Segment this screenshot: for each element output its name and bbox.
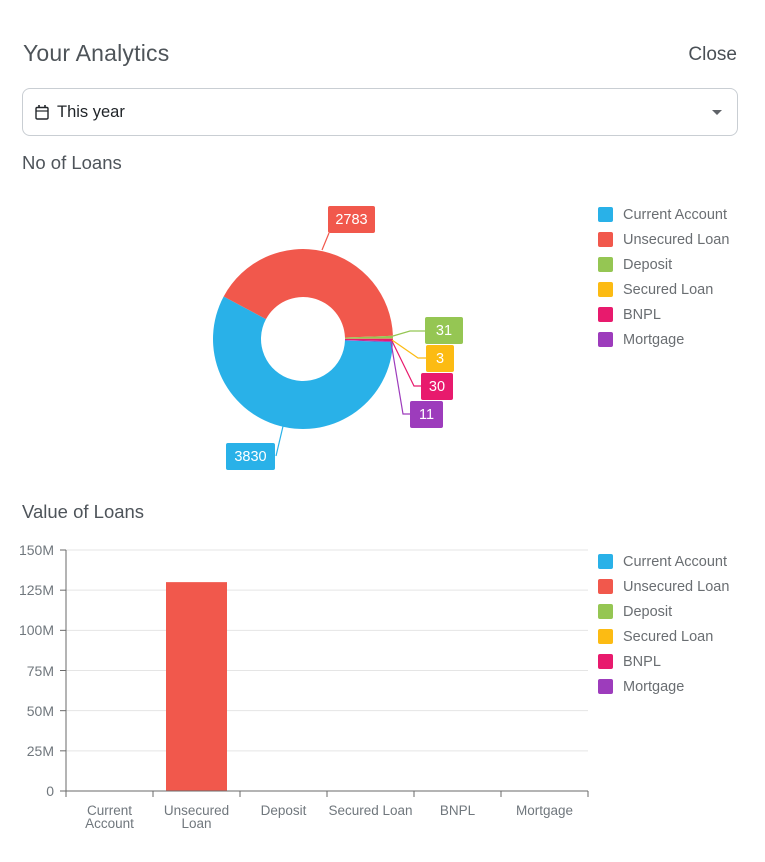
donut-data-label-deposit: 31 (425, 317, 463, 344)
donut-slice-mortgage[interactable] (344, 340, 393, 343)
legend-label: Secured Loan (623, 628, 714, 645)
legend-label: Unsecured Loan (623, 578, 730, 595)
legend-label: Current Account (623, 553, 727, 570)
legend-swatch-icon (598, 579, 613, 594)
x-axis-label-deposit: Deposit (260, 803, 307, 818)
page-title: Your Analytics (23, 40, 170, 66)
y-axis-label: 0 (46, 783, 54, 799)
donut-legend: Current Account Unsecured Loan Deposit Secu… (598, 207, 729, 357)
donut-slice-current-account[interactable] (213, 296, 393, 430)
bar-legend-item-current-account[interactable]: Current Account (598, 553, 729, 570)
bar-legend-item-mortgage[interactable]: Mortgage (598, 678, 729, 695)
donut-legend-item-current-account[interactable]: Current Account (598, 206, 729, 223)
legend-swatch-icon (598, 332, 613, 347)
legend-swatch-icon (598, 307, 613, 322)
donut-legend-item-unsecured-loan[interactable]: Unsecured Loan (598, 231, 730, 248)
donut-chart (213, 232, 426, 457)
bar-unsecured-loan[interactable] (166, 582, 227, 791)
y-axis-label: 125M (18, 582, 54, 599)
donut-legend-item-mortgage[interactable]: Mortgage (598, 331, 729, 348)
x-axis-label-current-account: Current Account (85, 803, 134, 831)
bar-legend-item-bnpl[interactable]: BNPL (598, 653, 729, 670)
legend-label: BNPL (623, 306, 661, 323)
date-range-value: This year (57, 102, 125, 121)
y-axis-label: 25M (26, 742, 54, 759)
bar-legend: Current Account Unsecured Loan Deposit Secu… (598, 554, 729, 704)
legend-swatch-icon (598, 257, 613, 272)
legend-swatch-icon (598, 232, 613, 247)
donut-label-connector (275, 421, 285, 457)
legend-label: Secured Loan (623, 281, 714, 298)
y-axis-label: 100M (18, 622, 54, 639)
donut-slice-unsecured-loan[interactable] (223, 249, 393, 338)
legend-label: Unsecured Loan (623, 231, 730, 248)
legend-swatch-icon (598, 207, 613, 222)
section-title-value-of-loans: Value of Loans (22, 501, 145, 522)
legend-swatch-icon (598, 629, 613, 644)
donut-slice-bnpl[interactable] (344, 338, 394, 342)
donut-legend-item-bnpl[interactable]: BNPL (598, 306, 729, 323)
donut-legend-item-secured-loan[interactable]: Secured Loan (598, 281, 729, 298)
legend-swatch-icon (598, 654, 613, 669)
x-axis-label-bnpl: BNPL (439, 803, 476, 818)
bar-chart (60, 549, 589, 797)
legend-label: BNPL (623, 653, 661, 670)
close-button[interactable]: Close (688, 44, 737, 65)
legend-label: Mortgage (623, 331, 685, 348)
bar-legend-item-unsecured-loan[interactable]: Unsecured Loan (598, 578, 730, 595)
donut-label-connector (390, 341, 410, 415)
chevron-down-icon (712, 109, 722, 115)
legend-swatch-icon (598, 554, 613, 569)
legend-label: Current Account (623, 206, 727, 223)
bar-legend-item-secured-loan[interactable]: Secured Loan (598, 628, 729, 645)
legend-swatch-icon (598, 679, 613, 694)
legend-label: Deposit (623, 603, 673, 620)
x-axis-label-mortgage: Mortgage (515, 803, 574, 818)
donut-label-connector (392, 330, 425, 337)
y-axis-label: 150M (18, 542, 54, 558)
bar-legend-item-deposit[interactable]: Deposit (598, 603, 729, 620)
y-axis-label: 50M (26, 702, 54, 719)
donut-data-label-secured-loan: 3 (426, 345, 454, 372)
legend-swatch-icon (598, 282, 613, 297)
donut-data-label-bnpl: 30 (421, 373, 453, 400)
donut-slice-deposit[interactable] (344, 335, 393, 339)
donut-label-connector (391, 339, 426, 359)
donut-label-connector (321, 232, 330, 251)
donut-label-connector (391, 340, 421, 387)
x-axis-label-unsecured-loan: Unsecured Loan (163, 803, 230, 831)
donut-data-label-unsecured-loan: 2783 (328, 206, 375, 233)
legend-swatch-icon (598, 604, 613, 619)
legend-label: Mortgage (623, 678, 685, 695)
legend-label: Deposit (623, 256, 673, 273)
calendar-icon (35, 105, 49, 120)
date-range-select[interactable]: This year (22, 88, 738, 136)
x-axis-label-secured-loan: Secured Loan (328, 803, 413, 818)
section-title-no-of-loans: No of Loans (22, 152, 122, 173)
donut-data-label-mortgage: 11 (410, 401, 443, 428)
donut-legend-item-deposit[interactable]: Deposit (598, 256, 729, 273)
y-axis-label: 75M (26, 662, 54, 679)
donut-data-label-current-account: 3830 (226, 443, 275, 470)
